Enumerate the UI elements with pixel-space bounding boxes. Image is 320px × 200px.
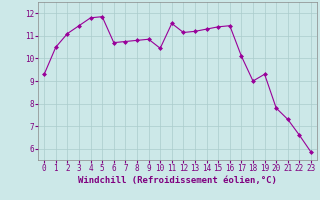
X-axis label: Windchill (Refroidissement éolien,°C): Windchill (Refroidissement éolien,°C) <box>78 176 277 185</box>
